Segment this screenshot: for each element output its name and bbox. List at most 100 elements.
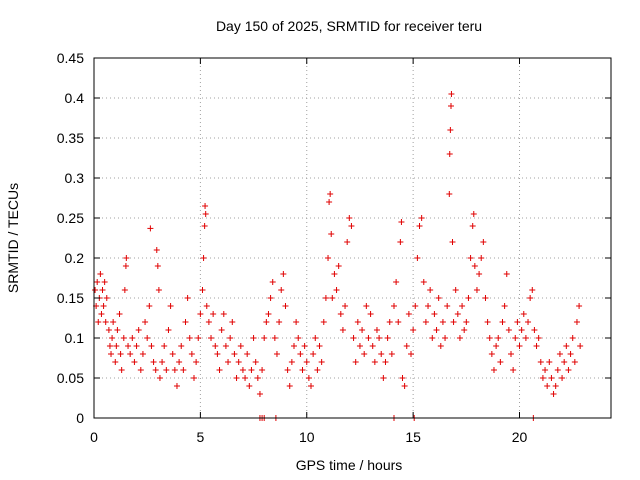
data-point: [495, 335, 502, 341]
data-point: [414, 255, 421, 261]
data-point: [216, 367, 223, 373]
data-point: [559, 375, 566, 381]
data-point: [293, 319, 300, 325]
data-point: [410, 327, 417, 333]
data-point: [154, 263, 161, 269]
data-point: [225, 359, 232, 365]
data-point: [337, 311, 344, 317]
data-point: [512, 335, 519, 341]
data-point: [567, 351, 574, 357]
data-point: [393, 279, 400, 285]
data-point: [118, 367, 125, 373]
data-point: [573, 319, 580, 325]
data-point: [109, 335, 116, 341]
data-point: [171, 367, 178, 373]
y-tick-label: 0.05: [57, 370, 84, 386]
y-tick-label: 0.35: [57, 130, 84, 146]
y-axis-label: SRMTID / TECUs: [5, 183, 21, 293]
data-point: [471, 263, 478, 269]
data-point: [108, 351, 115, 357]
data-point: [202, 203, 209, 209]
data-point: [405, 311, 412, 317]
data-point: [463, 319, 470, 325]
data-point: [577, 343, 584, 349]
data-point: [550, 391, 557, 397]
data-point: [121, 287, 128, 293]
data-point: [316, 343, 323, 349]
data-point: [365, 335, 372, 341]
data-point: [244, 351, 251, 357]
y-tick-label: 0.4: [65, 90, 85, 106]
data-point: [356, 343, 363, 349]
data-point: [273, 351, 280, 357]
chart-title: Day 150 of 2025, SRMTID for receiver ter…: [216, 18, 482, 34]
data-point: [288, 359, 295, 365]
data-points: [92, 91, 584, 421]
data-point: [456, 335, 463, 341]
data-point: [286, 383, 293, 389]
data-point: [169, 351, 176, 357]
data-point: [214, 351, 221, 357]
data-point: [299, 367, 306, 373]
data-point: [478, 255, 485, 261]
data-point: [254, 375, 261, 381]
data-point: [195, 335, 202, 341]
data-point: [308, 383, 315, 389]
data-point: [537, 359, 544, 365]
data-point: [182, 319, 189, 325]
data-point: [561, 359, 568, 365]
data-point: [246, 383, 253, 389]
data-point: [156, 375, 163, 381]
data-point: [470, 211, 477, 217]
data-point: [173, 383, 180, 389]
data-point: [184, 295, 191, 301]
data-point: [556, 351, 563, 357]
data-point: [408, 351, 415, 357]
data-point: [467, 255, 474, 261]
data-point: [231, 351, 238, 357]
x-tick-label: 20: [512, 429, 528, 445]
data-point: [144, 335, 151, 341]
data-point: [205, 319, 212, 325]
data-point: [167, 303, 174, 309]
data-point: [147, 225, 154, 232]
data-point: [113, 343, 120, 349]
data-point: [116, 311, 123, 317]
data-point: [484, 319, 491, 325]
data-point: [163, 367, 170, 373]
data-point: [546, 359, 553, 365]
data-point: [328, 231, 335, 237]
data-point: [369, 343, 376, 349]
x-tick-label: 5: [196, 429, 204, 445]
data-point: [565, 367, 572, 373]
data-point: [376, 335, 383, 341]
data-point: [103, 295, 110, 301]
data-point: [280, 271, 287, 277]
data-point: [229, 319, 236, 325]
data-point: [322, 295, 329, 301]
data-point: [210, 311, 217, 317]
data-point: [188, 351, 195, 357]
data-point: [361, 351, 368, 357]
data-point: [248, 367, 255, 373]
data-point: [448, 91, 455, 97]
data-point: [112, 359, 119, 365]
data-point: [98, 311, 105, 317]
data-point: [152, 367, 159, 373]
data-point: [133, 343, 140, 349]
data-point: [161, 343, 168, 349]
x-tick-label: 15: [405, 429, 421, 445]
data-point: [490, 367, 497, 373]
data-point: [220, 311, 227, 317]
data-point: [397, 239, 404, 245]
y-tick-label: 0.2: [65, 250, 85, 266]
data-point: [371, 359, 378, 365]
data-point: [344, 239, 351, 245]
data-point: [197, 311, 204, 317]
data-point: [310, 351, 317, 357]
data-point: [503, 271, 510, 277]
data-point: [505, 327, 512, 333]
data-point: [384, 335, 391, 341]
data-point: [326, 199, 333, 205]
data-point: [282, 303, 289, 309]
